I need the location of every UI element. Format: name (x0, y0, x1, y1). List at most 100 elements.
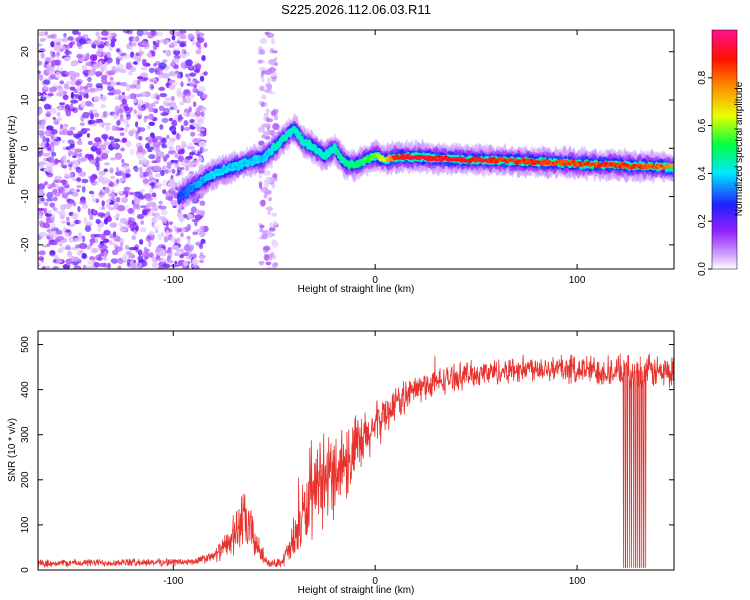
heatmap-noise-cell (116, 191, 123, 195)
heatmap-noise-cell (195, 41, 201, 48)
heatmap-noise-cell (104, 186, 110, 192)
heatmap-noise-cell (75, 166, 81, 170)
heatmap-noise-cell (169, 42, 174, 47)
y-tick-label: -10 (20, 189, 31, 204)
heatmap-noise-cell (104, 126, 111, 131)
heatmap-noise-cell (77, 232, 83, 239)
heatmap-noise-cell (64, 184, 71, 189)
heatmap-noise-cell (194, 64, 200, 69)
heatmap-noise-cell (49, 73, 57, 79)
heatmap-noise-cell (201, 55, 206, 62)
heatmap-ridge-cell (304, 140, 310, 144)
heatmap-noise-cell (199, 243, 204, 250)
heatmap-noise-cell (139, 239, 144, 245)
heatmap-noise-cell (108, 45, 113, 52)
heatmap-noise-cell (274, 62, 279, 67)
heatmap-noise-cell (143, 171, 150, 177)
heatmap-ridge-cell (299, 136, 304, 140)
heatmap-noise-cell (57, 87, 64, 94)
heatmap-noise-cell (150, 77, 157, 81)
heatmap-noise-cell (126, 43, 130, 50)
heatmap-noise-cell (113, 138, 121, 143)
heatmap-noise-cell (183, 260, 189, 267)
heatmap-noise-cell (95, 219, 101, 224)
heatmap-noise-cell (156, 94, 160, 101)
heatmap-noise-cell (261, 94, 267, 100)
heatmap-noise-cell (150, 94, 156, 99)
heatmap-noise-cell (124, 191, 129, 198)
heatmap-noise-cell (154, 228, 159, 234)
heatmap-noise-cell (199, 252, 204, 257)
colorbar-tick-label: 0.0 (697, 262, 708, 276)
heatmap-noise-cell (53, 133, 58, 140)
heatmap-noise-cell (97, 244, 104, 248)
heatmap-noise-cell (179, 254, 184, 259)
heatmap-noise-cell (78, 95, 82, 101)
heatmap-noise-cell (72, 30, 79, 35)
heatmap-noise-cell (119, 217, 127, 224)
heatmap-noise-cell (169, 236, 177, 243)
heatmap-noise-cell (38, 207, 45, 212)
heatmap-noise-cell (57, 247, 63, 254)
heatmap-noise-cell (158, 248, 165, 252)
heatmap-noise-cell (261, 78, 265, 83)
colorbar-tick-label: 0.2 (697, 214, 708, 228)
heatmap-noise-cell (122, 253, 127, 260)
heatmap-noise-cell (84, 153, 91, 159)
heatmap-noise-cell (62, 94, 69, 101)
heatmap-noise-cell (66, 216, 70, 222)
heatmap-noise-cell (92, 40, 99, 46)
heatmap-noise-cell (69, 41, 73, 49)
heatmap-noise-cell (168, 80, 172, 84)
heatmap-noise-cell (47, 156, 55, 163)
heatmap-noise-cell (97, 212, 106, 217)
heatmap-noise-cell (123, 118, 129, 125)
heatmap-noise-cell (151, 192, 157, 198)
heatmap-noise-cell (137, 265, 142, 269)
heatmap-noise-cell (98, 60, 103, 68)
heatmap-noise-cell (60, 210, 66, 216)
heatmap-noise-cell (185, 155, 193, 160)
heatmap-noise-cell (40, 141, 46, 148)
heatmap-noise-cell (99, 222, 105, 228)
heatmap-noise-cell (103, 238, 110, 243)
heatmap-noise-cell (104, 162, 110, 166)
heatmap-noise-cell (165, 230, 170, 237)
heatmap-noise-cell (82, 34, 89, 39)
heatmap-noise-cell (147, 114, 155, 120)
heatmap-noise-cell (193, 122, 197, 128)
heatmap-ridge-cell (259, 157, 264, 162)
heatmap-noise-cell (164, 249, 172, 254)
heatmap-noise-cell (56, 258, 63, 264)
heatmap-noise-cell (138, 51, 143, 57)
heatmap-noise-cell (134, 93, 142, 98)
heatmap-noise-cell (87, 76, 92, 83)
heatmap-noise-cell (272, 50, 278, 54)
heatmap-noise-cell (48, 107, 57, 115)
heatmap-noise-cell (71, 147, 76, 151)
heatmap-noise-cell (98, 122, 103, 127)
heatmap-noise-cell (148, 121, 156, 127)
heatmap-noise-cell (265, 261, 272, 266)
heatmap-noise-cell (156, 252, 163, 256)
heatmap-ridge-cell (477, 156, 482, 160)
heatmap-noise-cell (265, 206, 274, 211)
heatmap-noise-cell (77, 140, 83, 146)
heatmap-noise-cell (189, 81, 194, 88)
heatmap-noise-cell (102, 111, 107, 118)
heatmap-noise-cell (136, 109, 143, 116)
heatmap-noise-cell (149, 182, 157, 187)
heatmap-noise-cell (56, 51, 61, 57)
heatmap-noise-cell (45, 216, 51, 224)
heatmap-noise-cell (84, 73, 89, 77)
heatmap-noise-cell (173, 54, 181, 60)
heatmap-noise-cell (94, 161, 100, 168)
heatmap-noise-cell (136, 30, 144, 37)
heatmap-noise-cell (58, 230, 63, 235)
heatmap-noise-cell (54, 175, 62, 181)
heatmap-noise-cell (95, 31, 100, 37)
heatmap-noise-cell (263, 181, 270, 189)
heatmap-noise-cell (76, 189, 80, 193)
heatmap-ridge-cell (571, 159, 576, 164)
heatmap-noise-cell (55, 119, 61, 123)
